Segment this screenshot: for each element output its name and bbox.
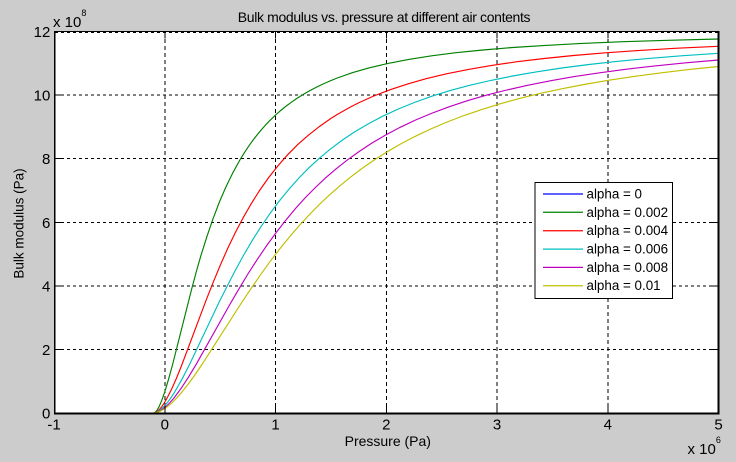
svg-text:10: 10 (34, 88, 51, 105)
svg-text:4: 4 (42, 278, 50, 295)
svg-text:0: 0 (161, 416, 169, 433)
svg-text:2: 2 (42, 342, 50, 359)
svg-text:6: 6 (42, 215, 50, 232)
svg-text:0: 0 (42, 405, 50, 422)
svg-text:3: 3 (493, 416, 501, 433)
svg-text:alpha = 0.008: alpha = 0.008 (587, 260, 669, 275)
svg-text:alpha = 0.004: alpha = 0.004 (587, 223, 669, 238)
svg-text:x 106: x 106 (688, 435, 721, 458)
svg-text:-1: -1 (47, 416, 60, 433)
svg-text:8: 8 (42, 151, 50, 168)
svg-text:1: 1 (271, 416, 279, 433)
svg-text:4: 4 (604, 416, 612, 433)
svg-text:5: 5 (714, 416, 722, 433)
svg-text:alpha = 0: alpha = 0 (587, 186, 642, 201)
svg-text:12: 12 (34, 24, 51, 41)
svg-text:alpha = 0.006: alpha = 0.006 (587, 242, 669, 257)
svg-text:Bulk modulus vs. pressure at d: Bulk modulus vs. pressure at different a… (238, 9, 531, 25)
svg-text:x 108: x 108 (53, 8, 86, 31)
svg-text:2: 2 (382, 416, 390, 433)
svg-text:Bulk modulus (Pa): Bulk modulus (Pa) (12, 168, 27, 278)
svg-text:alpha = 0.01: alpha = 0.01 (587, 278, 661, 293)
svg-text:Pressure (Pa): Pressure (Pa) (345, 433, 431, 449)
svg-text:alpha = 0.002: alpha = 0.002 (587, 205, 669, 220)
